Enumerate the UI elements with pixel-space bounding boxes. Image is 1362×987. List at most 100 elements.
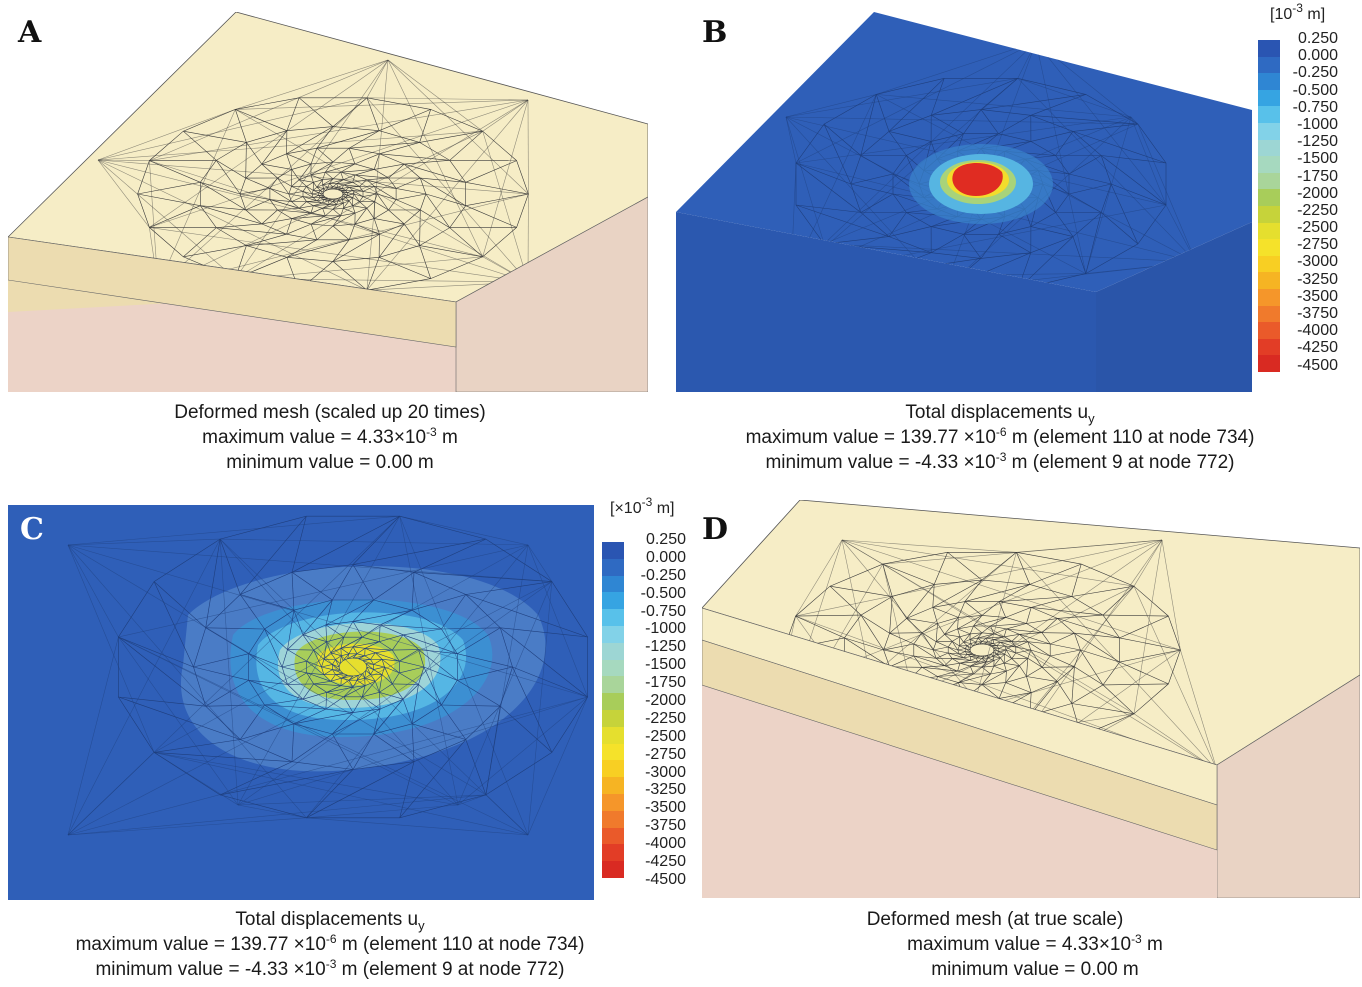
mesh-edge [332,261,368,291]
panel-c-letter: C [20,512,44,547]
mesh-edge [205,680,249,707]
mesh-edge [975,641,983,646]
mesh-edge [362,660,374,665]
mesh-edge [365,648,393,651]
mesh-edge [457,627,501,654]
displacement-contour-plan-view [8,505,594,900]
mesh-edge [359,201,368,209]
mesh-edge [335,659,340,668]
mesh-edge [963,234,982,259]
mesh-edge [235,109,529,283]
mesh-edge [841,539,1135,587]
legend-tick-label: -2500 [1297,219,1338,237]
mesh-edge [1057,614,1104,619]
caption-min-value: minimum value = -4.33 ×10-3 m (element 9… [95,957,565,980]
mesh-edge [527,696,588,836]
mesh-edge [261,163,292,170]
mesh-edge [957,617,959,629]
mesh-edge [291,186,304,192]
mesh-edge [193,653,249,668]
mesh-edge [293,610,304,635]
mesh-edge [993,647,999,649]
mesh-edge [137,182,201,195]
mesh-edge [373,572,415,601]
mesh-edge [970,661,987,667]
mesh-edge [990,617,1006,627]
mesh-edge [944,634,960,638]
mesh-edge [343,182,353,186]
mesh-edge [963,633,971,643]
mesh-edge [298,97,334,127]
mesh-edge [993,649,998,655]
mesh-edge [975,657,979,663]
mesh-edge [795,204,861,213]
mesh-edge [379,609,413,626]
mesh-edge [951,641,959,651]
mesh-edge [1000,641,1012,643]
mesh-edge [972,641,977,647]
mesh-edge [1102,614,1169,617]
mesh-edge [860,614,890,634]
mesh-edge [379,634,404,642]
mesh-edge [969,657,977,661]
mesh-edge [313,190,319,193]
mesh-edge [1050,632,1075,645]
mesh-edge [952,658,970,661]
mesh-edge [366,257,380,291]
mesh-edge [67,544,155,753]
mesh-edge [216,227,287,235]
mesh-edge [306,660,322,668]
mesh-edge [306,769,354,819]
mesh-edge [948,652,964,659]
mesh-edge [366,666,374,670]
mesh-edge [969,625,974,635]
mesh-edge [969,632,983,640]
mesh-edge [365,663,374,665]
mesh-edge [366,99,529,291]
legend-tick-label: -1250 [645,638,686,656]
mesh-edge [306,186,314,191]
mesh-edge [332,201,337,205]
mesh-edge [332,171,341,180]
mesh-edge [356,648,366,655]
mesh-edge [352,197,360,202]
legend-tick-label: 0.250 [1297,30,1338,47]
mesh-edge [302,191,314,198]
mesh-edge [343,696,354,713]
mesh-edge [785,116,825,244]
mesh-edge [219,538,241,595]
caption-title: Total displacements uy [235,909,425,933]
mesh-edge [239,516,307,595]
mesh-edge [97,97,367,161]
layer-band [702,639,1218,851]
mesh-edge [998,601,1006,618]
mesh-edge [332,239,350,262]
mesh-edge [157,109,236,288]
mesh-edge [261,130,288,165]
mesh-edge [325,624,327,642]
mesh-edge [981,673,991,685]
mesh-edge [378,257,431,279]
mesh-edge [990,623,1027,627]
mesh-edge [1026,607,1032,624]
mesh-edge [239,704,265,740]
mesh-edge [149,227,529,283]
mesh-edge [322,184,329,188]
mesh-edge [795,539,1163,617]
mesh-edge [348,675,354,681]
mesh-edge [240,723,294,740]
legend-tick-label: -3250 [645,781,686,799]
mesh-edge [382,659,400,662]
mesh-edge [1119,615,1169,639]
mesh-edge [235,109,288,131]
mesh-edge [985,637,989,643]
mesh-edge [313,204,330,206]
mesh-edge [118,636,239,806]
mesh-edge [841,539,1181,651]
mesh-edge [967,645,971,649]
contour-core-red [952,163,1003,196]
mesh-edge [957,648,966,651]
legend-tick-label: 0.000 [1297,47,1338,65]
mesh-edge [465,182,529,195]
legend-swatch [1258,89,1280,107]
